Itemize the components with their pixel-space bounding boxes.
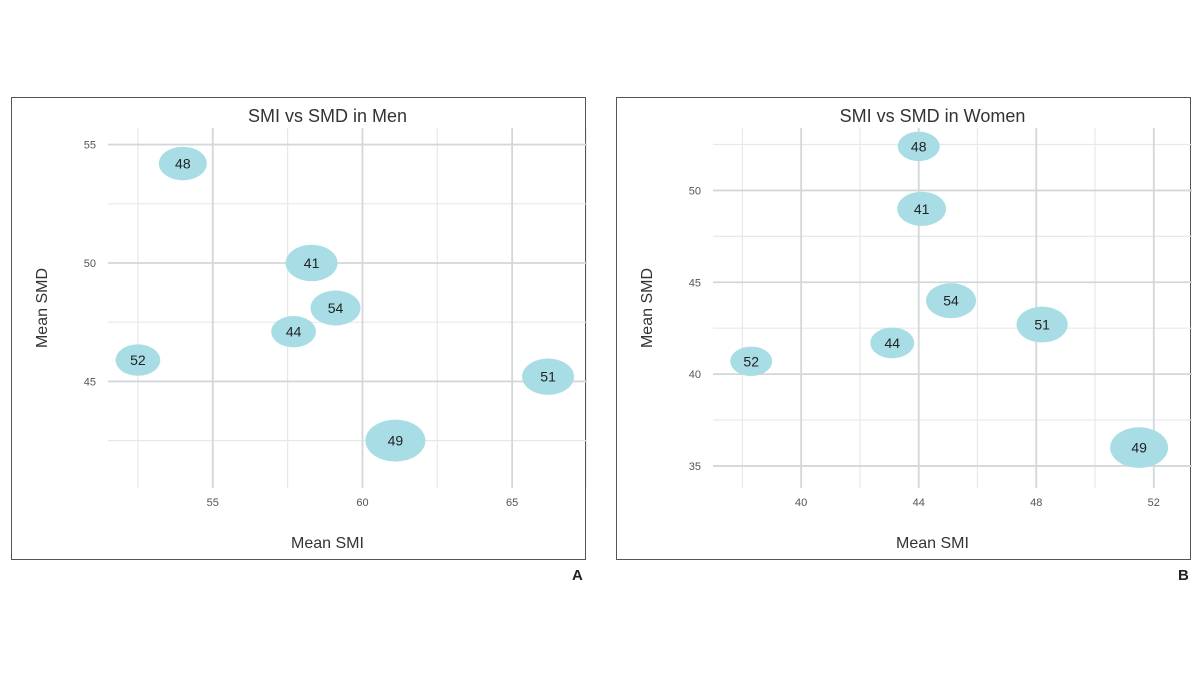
data-point-bubble — [310, 290, 361, 326]
y-tick-label: 50 — [84, 258, 96, 270]
data-point-bubble — [158, 146, 207, 181]
y-tick-label: 55 — [84, 140, 96, 152]
data-point-bubble — [730, 346, 773, 376]
data-point-bubble — [870, 327, 915, 359]
data-point-label: 49 — [1131, 440, 1147, 456]
data-point-label: 48 — [175, 156, 191, 172]
data-point-bubble — [897, 191, 947, 226]
data-point-bubble — [285, 244, 338, 282]
chart-b-svg: 40 44 48 52 35 40 45 50 SMI vs SMD in Women Mean … — [639, 106, 1192, 552]
x-tick-label: 65 — [506, 497, 518, 509]
y-tick-label: 45 — [84, 376, 96, 388]
x-tick-label: 52 — [1148, 497, 1160, 509]
panel-label-a: A — [572, 567, 583, 584]
y-tick-label: 50 — [689, 185, 701, 197]
chart-panel-b: 40 44 48 52 35 40 45 50 SMI vs SMD in Women Mean … — [616, 97, 1192, 560]
data-point-label: 52 — [130, 352, 146, 368]
x-tick-label: 40 — [795, 497, 807, 509]
y-tick-label: 35 — [689, 461, 701, 473]
data-point-bubble — [271, 316, 317, 348]
panel-label-b: B — [1178, 567, 1189, 584]
data-point-label: 41 — [304, 255, 320, 271]
data-point-bubble — [1110, 427, 1169, 468]
data-point-bubble — [897, 131, 940, 162]
data-point-bubble — [522, 358, 575, 395]
chart-title: SMI vs SMD in Men — [248, 106, 407, 126]
data-point-label: 44 — [884, 335, 900, 351]
data-point-bubble — [926, 283, 977, 319]
data-point-label: 51 — [1034, 317, 1050, 333]
data-point-label: 52 — [743, 353, 759, 369]
y-tick-label: 40 — [689, 369, 701, 381]
data-point-label: 54 — [328, 300, 344, 316]
x-tick-label: 48 — [1030, 497, 1042, 509]
data-point-bubble — [1016, 306, 1068, 343]
x-axis-label: Mean SMI — [896, 535, 969, 552]
x-tick-label: 55 — [207, 497, 219, 509]
y-axis-label: Mean SMD — [34, 268, 51, 348]
data-point-label: 41 — [914, 201, 930, 217]
data-point-bubble — [115, 344, 161, 376]
data-point-label: 49 — [388, 433, 404, 449]
data-point-label: 44 — [286, 324, 302, 340]
data-point-label: 54 — [943, 293, 959, 309]
data-point-label: 51 — [540, 369, 556, 385]
chart-panel-a: 55 60 65 45 50 55 SMI vs SMD in Men Mean SMI Mea… — [11, 97, 587, 560]
data-point-bubble — [365, 419, 426, 462]
chart-title: SMI vs SMD in Women — [840, 106, 1026, 126]
y-axis-label: Mean SMD — [639, 268, 656, 348]
data-point-label: 48 — [911, 138, 927, 154]
x-axis-label: Mean SMI — [291, 535, 364, 552]
x-tick-label: 44 — [913, 497, 925, 509]
x-tick-label: 60 — [356, 497, 368, 509]
chart-a-svg: 55 60 65 45 50 55 SMI vs SMD in Men Mean SMI Mea… — [34, 106, 587, 552]
y-tick-label: 45 — [689, 277, 701, 289]
